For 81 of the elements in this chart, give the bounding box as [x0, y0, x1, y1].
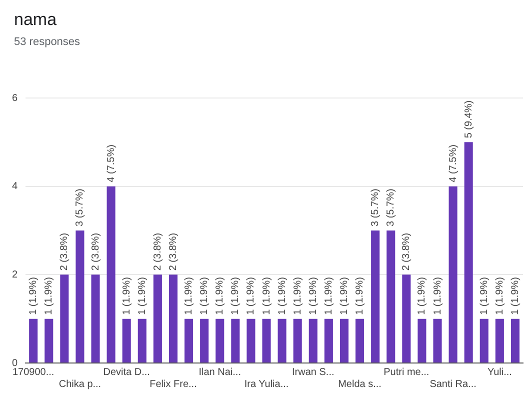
data-label: 2 (3.8%) [401, 232, 412, 271]
data-label: 1 (1.9%) [510, 277, 521, 315]
bar [356, 318, 364, 362]
bar [44, 318, 54, 362]
x-tick-label: Ira Yulia... [244, 378, 289, 390]
bar [371, 230, 380, 362]
x-tick-label: Chika p... [58, 378, 102, 390]
data-label: 1 (1.9%) [354, 277, 366, 315]
data-label: 1 (1.9%) [416, 277, 428, 315]
bar [216, 318, 224, 362]
bar [464, 142, 473, 362]
bar [231, 318, 240, 362]
bar [448, 186, 458, 362]
data-label: 1 (1.9%) [494, 277, 506, 315]
data-label: 2 (3.8%) [168, 232, 179, 271]
data-label: 1 (1.9%) [323, 277, 334, 315]
bar [91, 274, 100, 362]
bar [168, 274, 178, 362]
x-tick-label: Santi Ra... [430, 378, 476, 390]
y-tick-label: 2 [12, 269, 18, 280]
x-tick-label: Devita D... [103, 366, 150, 378]
data-label: 1 (1.9%) [121, 277, 132, 315]
data-label: 1 (1.9%) [246, 277, 257, 315]
x-tick-label: Ilan Nai... [198, 366, 241, 378]
bar [293, 318, 302, 362]
data-label: 2 (3.8%) [90, 232, 102, 271]
bar [29, 318, 38, 362]
y-tick-label: 6 [12, 92, 18, 104]
x-tick-label: Melda s... [338, 378, 382, 390]
x-tick-label: Felix Fre... [150, 378, 197, 390]
chart-title: nama [14, 10, 58, 30]
data-label: 5 (9.4%) [463, 100, 474, 138]
data-label: 1 (1.9%) [28, 277, 40, 315]
data-label: 1 (1.9%) [199, 277, 210, 315]
bar [246, 318, 256, 362]
data-label: 1 (1.9%) [214, 277, 226, 315]
data-label: 4 (7.5%) [106, 144, 117, 182]
bar [418, 318, 426, 362]
data-label: 1 (1.9%) [292, 277, 304, 315]
bar [106, 186, 116, 362]
bar [433, 318, 442, 362]
bar [138, 318, 146, 362]
bar [340, 318, 349, 362]
x-tick-label: Yuli... [487, 366, 512, 378]
bar [402, 274, 411, 362]
y-tick-label: 4 [12, 181, 18, 192]
data-label: 1 (1.9%) [136, 277, 148, 315]
x-tick-label: Putri me... [384, 366, 430, 378]
bar [324, 318, 333, 362]
bar [122, 318, 131, 362]
y-tick-label: 0 [12, 358, 18, 369]
data-label: 2 (3.8%) [59, 232, 70, 271]
data-label: 4 (7.5%) [448, 144, 459, 182]
bar [278, 318, 286, 362]
bar [76, 230, 84, 362]
bar [480, 318, 488, 362]
data-label: 1 (1.9%) [308, 277, 319, 315]
bar [184, 318, 194, 362]
data-label: 1 (1.9%) [276, 277, 288, 315]
data-label: 1 (1.9%) [478, 277, 490, 315]
x-tick-label: 170900... [12, 366, 54, 378]
data-label: 3 (5.7%) [386, 188, 397, 226]
data-label: 2 (3.8%) [152, 232, 164, 271]
data-label: 3 (5.7%) [370, 188, 382, 226]
bar [495, 318, 504, 362]
bar [153, 274, 162, 362]
data-label: 1 (1.9%) [432, 277, 444, 315]
data-label: 1 (1.9%) [184, 277, 195, 315]
bar [308, 318, 318, 362]
data-label: 1 (1.9%) [261, 277, 272, 315]
data-label: 1 (1.9%) [230, 277, 242, 315]
bar [200, 318, 209, 362]
chart-subtitle: 53 responses [14, 36, 82, 48]
bar [60, 274, 69, 362]
bar [386, 230, 396, 362]
data-label: 1 (1.9%) [338, 277, 350, 315]
data-label: 1 (1.9%) [44, 277, 55, 315]
bar [510, 318, 520, 362]
bar [262, 318, 271, 362]
x-tick-label: Irwan S... [292, 366, 334, 378]
data-label: 3 (5.7%) [74, 188, 86, 226]
